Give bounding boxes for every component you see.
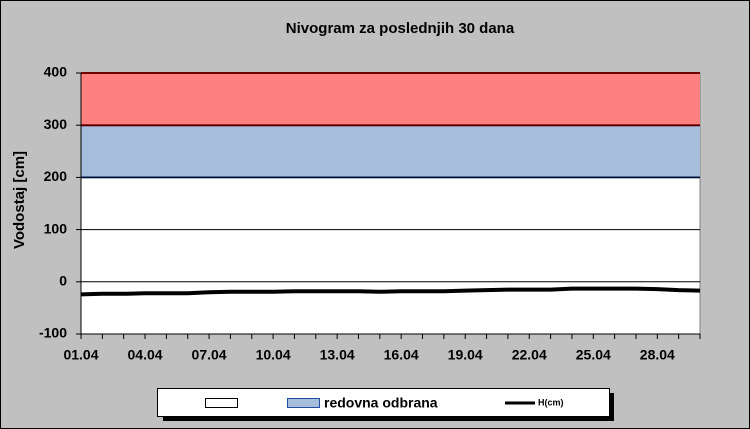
y-tick-label: 400 — [44, 64, 68, 80]
y-axis-label: Vodostaj [cm] — [11, 151, 28, 249]
series-line — [80, 286, 701, 297]
chart-title: Nivogram za poslednjih 30 dana — [286, 20, 515, 37]
y-tick-label: 0 — [59, 273, 67, 289]
y-tick-label: 100 — [44, 220, 68, 236]
band — [81, 125, 700, 178]
x-tick-label: 10.04 — [256, 347, 291, 363]
x-tick-label: 04.04 — [128, 347, 163, 363]
legend-swatch — [287, 398, 320, 408]
x-tick-label: 28.04 — [640, 347, 675, 363]
y-tick-label: 200 — [44, 168, 68, 184]
x-tick-label: 07.04 — [192, 347, 227, 363]
x-tick-label: 13.04 — [320, 347, 355, 363]
y-tick-label: 300 — [44, 116, 68, 132]
x-tick-label: 01.04 — [63, 347, 98, 363]
x-tick-label: 19.04 — [448, 347, 483, 363]
x-tick-label: 25.04 — [576, 347, 611, 363]
x-tick-label: 22.04 — [512, 347, 547, 363]
legend-swatch — [205, 398, 238, 408]
y-tick-label: -100 — [39, 325, 67, 341]
legend-label: H(cm) — [538, 397, 564, 407]
x-tick-label: 16.04 — [384, 347, 419, 363]
legend-label: redovna odbrana — [324, 395, 438, 411]
band — [81, 73, 700, 126]
